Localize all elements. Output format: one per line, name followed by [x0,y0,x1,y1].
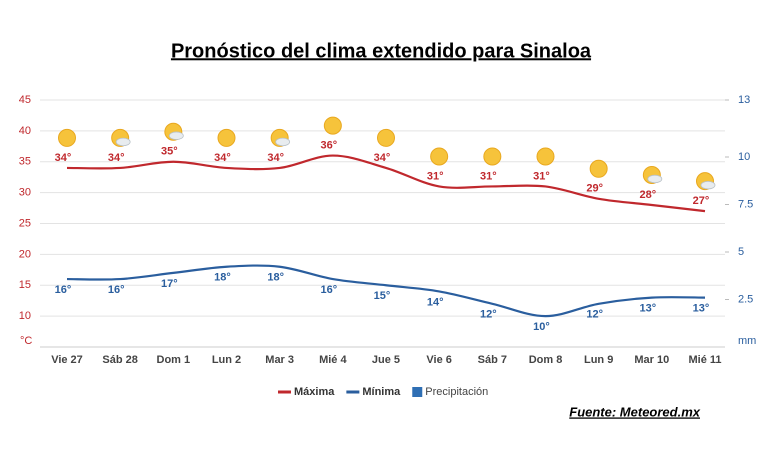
y-tick-label: 25 [19,217,31,229]
data-label: 12° [480,309,497,321]
data-label: 16° [108,284,125,296]
x-tick-label: Mar 3 [265,354,294,366]
data-label: 34° [374,152,391,164]
weather-sun [536,147,555,166]
data-label: 31° [480,170,497,182]
x-tick-label: Lun 9 [584,354,613,366]
y-tick-label: 30 [19,187,31,199]
y2-tick-label: 2.5 [738,293,753,305]
weather-sun [589,159,608,178]
y-tick-label: 20 [19,248,31,260]
weather-cloud [647,174,663,184]
y-tick-label: 40 [19,125,31,137]
x-tick-label: Mié 4 [319,354,347,366]
data-label: 17° [161,278,178,290]
data-label: 35° [161,146,178,158]
data-label: 13° [640,303,657,315]
y2-tick-label: 7.5 [738,198,753,210]
y2-tick-label: 10 [738,151,750,163]
data-label: 13° [693,303,710,315]
chart-title: Pronóstico del clima extendido para Sina… [171,40,592,62]
weather-cloud [275,137,291,147]
x-tick-label: Mar 10 [634,354,669,366]
weather-sun [430,147,449,166]
data-label: 16° [321,284,338,296]
x-tick-label: Vie 27 [51,354,83,366]
y-tick-label: 10 [19,310,31,322]
data-label: 10° [533,321,550,333]
source: Fuente: Meteored.mx [569,404,701,419]
x-tick-label: Vie 6 [426,354,452,366]
x-tick-label: Mié 11 [688,354,721,366]
series-line [66,154,706,213]
legend-swatch [412,387,423,397]
data-label: 16° [55,284,72,296]
data-label: 36° [321,139,338,151]
data-label: 18° [267,272,284,284]
x-tick-label: Sáb 7 [478,354,507,366]
weather-sun [58,128,76,147]
y-tick-label: 45 [19,94,31,106]
x-tick-label: Dom 8 [529,354,563,366]
x-tick-label: Dom 1 [157,354,191,366]
weather-cloud [168,131,184,140]
weather-sun [483,147,502,166]
data-label: 34° [108,152,125,164]
y2-tick-label: 5 [738,246,744,258]
data-label: 31° [533,170,550,182]
x-tick-label: Sáb 28 [102,354,137,366]
legend-label: Máxima [294,386,335,398]
data-label: 14° [427,296,444,308]
y-tick-label: 35 [19,156,31,168]
data-label: 18° [214,272,231,284]
y2-tick-label: 13 [738,94,750,106]
data-label: 28° [640,189,657,201]
data-label: 27° [693,195,710,207]
weather-sun [377,128,395,147]
data-label: 29° [586,183,603,195]
y-unit: °C [20,335,32,347]
weather-cloud [115,137,131,147]
data-label: 34° [267,152,284,164]
data-label: 31° [427,170,444,182]
y-tick-label: 15 [19,279,31,291]
weather-cloud [700,180,716,190]
series-line [66,264,706,318]
data-label: 15° [374,290,391,302]
data-label: 34° [55,152,72,164]
data-label: 34° [214,152,231,164]
x-tick-label: Jue 5 [372,354,400,366]
weather-sun [217,128,236,147]
legend-label: Precipitación [425,386,488,398]
data-label: 12° [586,309,603,321]
legend-label: Mínima [362,386,401,398]
weather-sun [323,116,342,135]
x-tick-label: Lun 2 [212,354,241,366]
y2-unit: mm [738,335,756,347]
